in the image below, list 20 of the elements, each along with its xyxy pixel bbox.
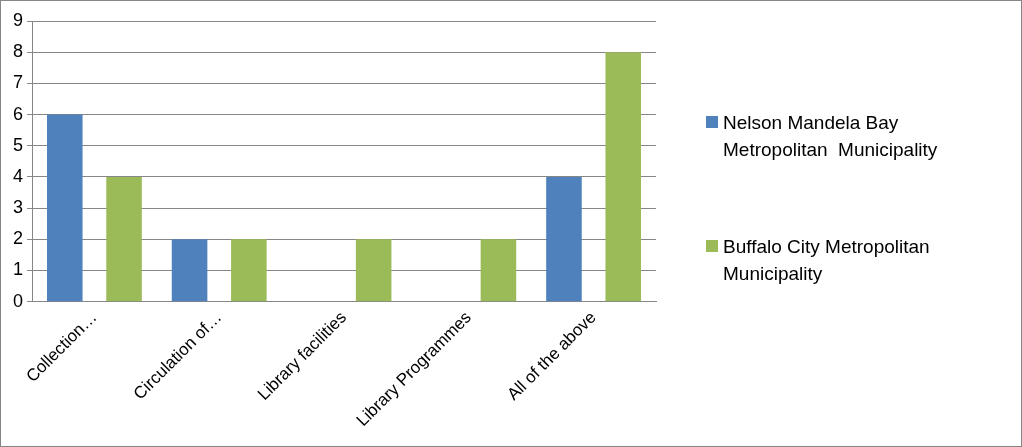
bar <box>355 239 392 302</box>
legend-label: Buffalo City Metropolitan Municipality <box>723 235 931 286</box>
y-tick-label: 6 <box>13 103 24 124</box>
y-tick-label: 7 <box>13 72 24 93</box>
bar <box>480 239 517 302</box>
bar <box>605 52 642 302</box>
bar <box>46 114 83 302</box>
y-tick-label: 5 <box>13 134 24 155</box>
legend-label: Nelson Mandela Bay Metropolitan Municipality <box>723 111 939 162</box>
y-tick-label: 1 <box>13 259 24 280</box>
bar <box>231 239 267 302</box>
y-tick-label: 2 <box>13 228 24 249</box>
y-tick-label: 3 <box>13 197 24 218</box>
bar <box>106 176 142 302</box>
bar <box>546 176 582 302</box>
y-tick-label: 8 <box>13 41 24 62</box>
y-tick-label: 4 <box>13 165 24 186</box>
y-tick-label: 9 <box>13 9 24 30</box>
bar <box>171 239 208 302</box>
y-tick-label: 0 <box>13 290 24 311</box>
